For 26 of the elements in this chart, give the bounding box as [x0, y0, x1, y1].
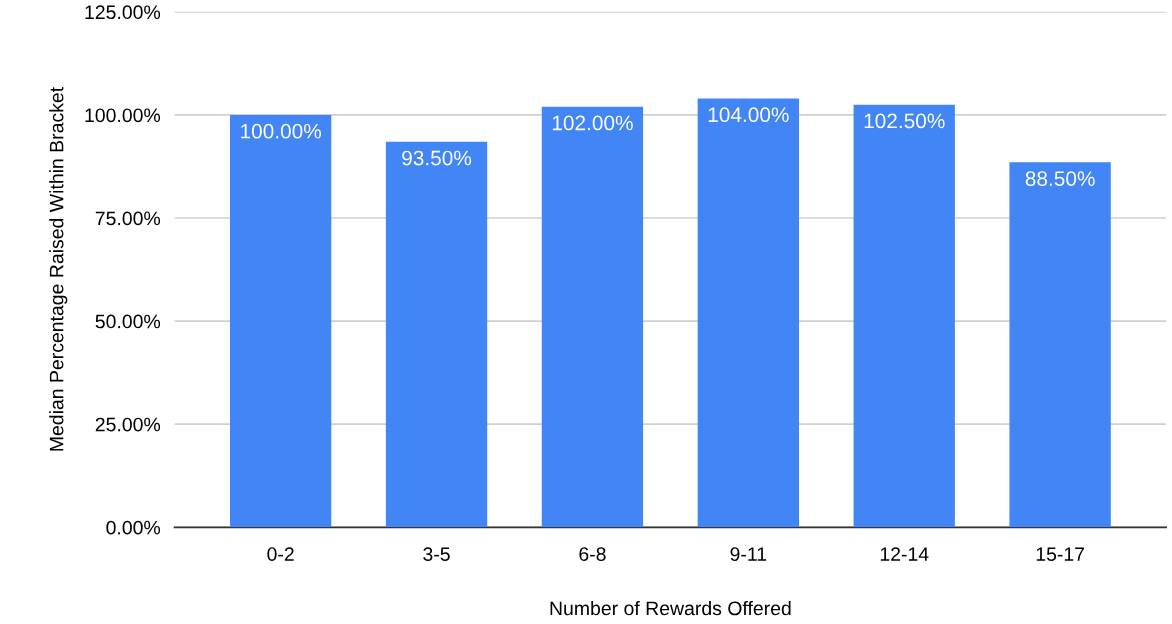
- x-tick-label: 3-5: [423, 547, 450, 562]
- y-tick-label: 0.00%: [106, 520, 161, 535]
- y-tick-label: 75.00%: [95, 211, 161, 226]
- data-label: 102.00%: [552, 115, 633, 131]
- bar: [385, 141, 488, 528]
- data-label: 104.00%: [708, 107, 789, 123]
- x-axis-title: Number of Rewards Offered: [550, 600, 791, 616]
- bar: [229, 114, 332, 528]
- x-tick-label: 6-8: [579, 547, 606, 562]
- y-tick-label: 125.00%: [85, 5, 161, 20]
- x-tick-label: 9-11: [730, 547, 767, 562]
- bar: [541, 106, 644, 528]
- data-label: 88.50%: [1025, 171, 1095, 186]
- x-tick-label: 15-17: [1036, 547, 1085, 562]
- y-tick-label: 25.00%: [95, 417, 161, 432]
- data-label: 102.50%: [864, 113, 945, 129]
- y-axis-title: Median Percentage Raised Within Bracket: [49, 87, 68, 451]
- bar: [697, 98, 799, 528]
- y-tick-label: 100.00%: [85, 108, 161, 123]
- x-tick-label: 0-2: [267, 547, 294, 562]
- data-label: 93.50%: [402, 150, 472, 166]
- bar: [1009, 162, 1111, 528]
- x-tick-label: 12-14: [880, 547, 929, 561]
- bar: [853, 104, 955, 528]
- y-tick-label: 50.00%: [95, 314, 161, 329]
- data-label: 100.00%: [241, 123, 322, 139]
